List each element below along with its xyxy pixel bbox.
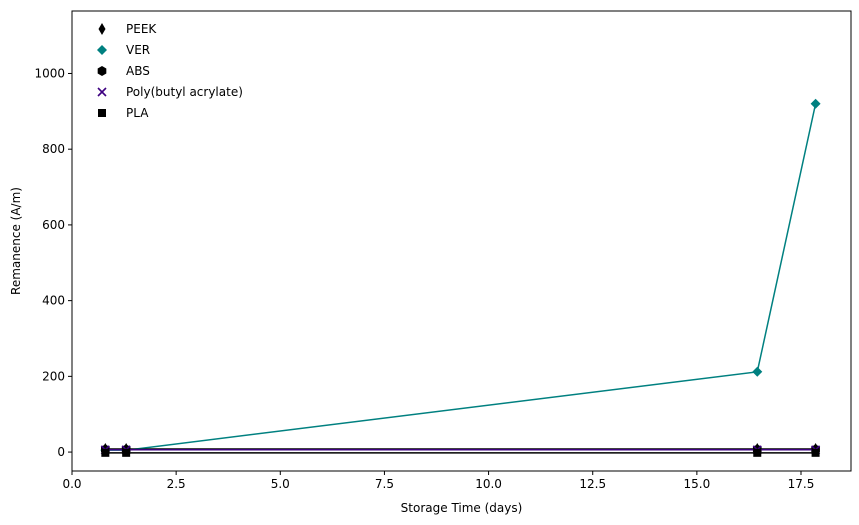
legend-marker-poly-butyl-acrylate bbox=[97, 87, 107, 97]
x-tick-label: 10.0 bbox=[475, 477, 502, 491]
y-tick-label: 200 bbox=[42, 369, 65, 383]
legend-item-peek: PEEK bbox=[98, 22, 157, 36]
x-axis: 0.0 2.5 5.0 7.5 10.0 12.5 15.0 17.5 bbox=[62, 471, 814, 491]
legend-label: VER bbox=[126, 43, 150, 57]
y-tick-label: 400 bbox=[42, 294, 65, 308]
x-tick-label: 15.0 bbox=[684, 477, 711, 491]
y-tick-label: 0 bbox=[57, 445, 65, 459]
x-axis-label: Storage Time (days) bbox=[401, 501, 523, 515]
legend: PEEK VER ABS Poly(butyl acrylate) PLA bbox=[97, 22, 243, 120]
legend-marker-pla bbox=[98, 109, 106, 117]
legend-label: ABS bbox=[126, 64, 150, 78]
legend-marker-poly-butyl-acrylate-stroke bbox=[97, 87, 107, 97]
series-line-ver bbox=[105, 103, 817, 451]
legend-item-ver: VER bbox=[97, 43, 150, 57]
legend-item-poly-butyl-acrylate: Poly(butyl acrylate) bbox=[97, 85, 243, 99]
legend-marker-peek bbox=[98, 23, 106, 35]
y-axis: 0 200 400 600 800 1000 bbox=[34, 66, 72, 459]
x-tick-label: 7.5 bbox=[375, 477, 394, 491]
y-axis-label: Remanence (A/m) bbox=[9, 187, 23, 295]
y-tick-label: 1000 bbox=[34, 66, 65, 80]
x-tick-label: 0.0 bbox=[62, 477, 81, 491]
series-layer bbox=[100, 98, 821, 457]
x-tick-label: 5.0 bbox=[271, 477, 290, 491]
data-point-pla bbox=[101, 448, 110, 457]
series-ver bbox=[100, 98, 821, 456]
data-point-ver bbox=[810, 98, 821, 109]
plot-area bbox=[71, 10, 852, 472]
x-tick-label: 12.5 bbox=[579, 477, 606, 491]
y-tick-label: 600 bbox=[42, 218, 65, 232]
legend-label: PLA bbox=[126, 106, 149, 120]
y-tick-label: 800 bbox=[42, 142, 65, 156]
data-point-ver bbox=[752, 366, 763, 377]
x-tick-label: 17.5 bbox=[788, 477, 815, 491]
series-pla bbox=[101, 448, 820, 457]
data-point-pla bbox=[811, 448, 820, 457]
data-point-pla bbox=[753, 448, 762, 457]
legend-item-pla: PLA bbox=[98, 106, 149, 120]
x-tick-label: 2.5 bbox=[167, 477, 186, 491]
legend-label: Poly(butyl acrylate) bbox=[126, 85, 243, 99]
legend-label: PEEK bbox=[126, 22, 157, 36]
plot-frame bbox=[71, 10, 852, 472]
legend-marker-ver bbox=[97, 45, 107, 55]
data-point-pla bbox=[122, 448, 131, 457]
legend-item-abs: ABS bbox=[97, 64, 150, 78]
legend-marker-abs bbox=[97, 66, 107, 76]
